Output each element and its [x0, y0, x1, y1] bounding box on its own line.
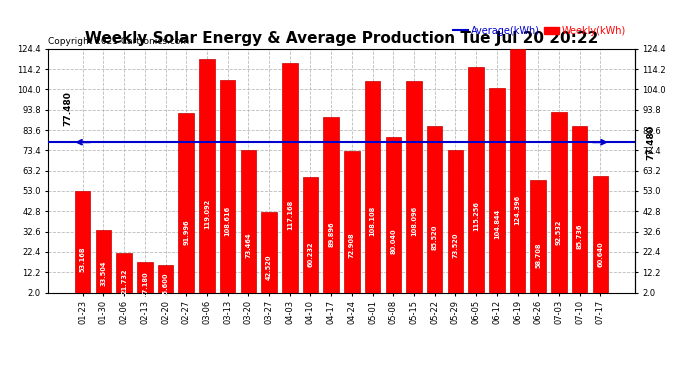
Bar — [303, 177, 318, 297]
Bar — [179, 113, 194, 297]
Text: 53.168: 53.168 — [80, 247, 86, 272]
Text: 17.180: 17.180 — [142, 272, 148, 297]
Text: 42.520: 42.520 — [266, 254, 272, 280]
Text: 73.464: 73.464 — [246, 232, 251, 258]
Text: 108.616: 108.616 — [225, 206, 230, 236]
Bar — [75, 190, 90, 297]
Bar — [220, 80, 235, 297]
Bar — [344, 151, 359, 297]
Text: 33.504: 33.504 — [101, 260, 106, 286]
Bar — [241, 150, 256, 297]
Bar — [137, 262, 152, 297]
Bar — [406, 81, 422, 297]
Bar — [448, 150, 463, 297]
Text: 115.256: 115.256 — [473, 201, 479, 231]
Text: 58.708: 58.708 — [535, 243, 541, 268]
Text: 117.168: 117.168 — [287, 200, 293, 230]
Text: 124.396: 124.396 — [515, 195, 520, 225]
Bar — [199, 59, 215, 297]
Text: 77.480: 77.480 — [63, 92, 72, 126]
Bar — [510, 49, 525, 297]
Text: 108.096: 108.096 — [411, 206, 417, 236]
Bar — [572, 126, 587, 297]
Bar — [262, 212, 277, 297]
Text: 91.996: 91.996 — [184, 219, 189, 245]
Text: Copyright 2021 Cartronics.com: Copyright 2021 Cartronics.com — [48, 38, 190, 46]
Bar — [386, 137, 401, 297]
Bar — [427, 126, 442, 297]
Bar — [117, 253, 132, 297]
Bar — [158, 266, 173, 297]
Bar — [365, 81, 380, 297]
Text: 21.732: 21.732 — [121, 268, 127, 294]
Legend: Average(kWh), Weekly(kWh): Average(kWh), Weekly(kWh) — [449, 22, 630, 40]
Bar — [531, 180, 546, 297]
Text: 60.640: 60.640 — [598, 242, 603, 267]
Bar — [489, 88, 504, 297]
Text: 92.532: 92.532 — [556, 219, 562, 245]
Text: 15.600: 15.600 — [163, 273, 168, 298]
Bar — [593, 176, 608, 297]
Bar — [469, 67, 484, 297]
Text: 60.232: 60.232 — [308, 242, 313, 267]
Text: 80.040: 80.040 — [391, 228, 396, 254]
Text: 77.480: 77.480 — [647, 125, 656, 160]
Text: 89.896: 89.896 — [328, 221, 334, 247]
Text: 73.520: 73.520 — [453, 232, 458, 258]
Bar — [324, 117, 339, 297]
Text: 104.844: 104.844 — [494, 208, 500, 238]
Bar — [96, 230, 111, 297]
Text: 85.520: 85.520 — [432, 224, 437, 250]
Text: 119.092: 119.092 — [204, 198, 210, 229]
Text: 108.108: 108.108 — [370, 206, 375, 236]
Text: 85.736: 85.736 — [577, 224, 582, 249]
Title: Weekly Solar Energy & Average Production Tue Jul 20 20:22: Weekly Solar Energy & Average Production… — [85, 31, 598, 46]
Text: 72.908: 72.908 — [349, 233, 355, 258]
Bar — [282, 63, 297, 297]
Bar — [551, 112, 566, 297]
